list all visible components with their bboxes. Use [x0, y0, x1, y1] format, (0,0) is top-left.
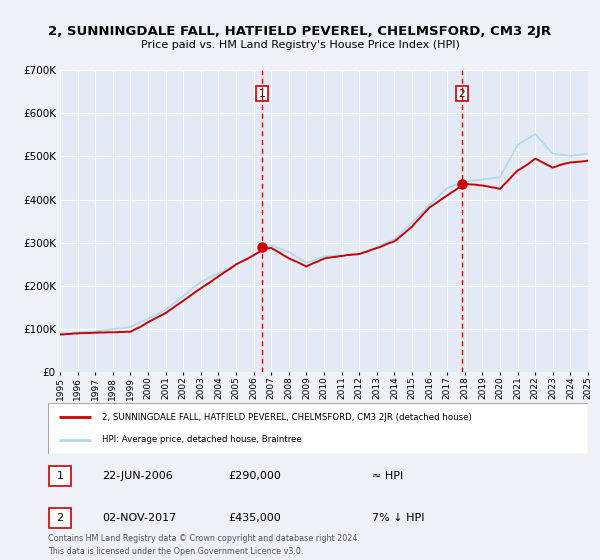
Text: 2, SUNNINGDALE FALL, HATFIELD PEVEREL, CHELMSFORD, CM3 2JR (detached house): 2, SUNNINGDALE FALL, HATFIELD PEVEREL, C…: [102, 413, 472, 422]
Text: 2: 2: [458, 88, 465, 99]
Text: £290,000: £290,000: [228, 471, 281, 481]
Text: ≈ HPI: ≈ HPI: [372, 471, 403, 481]
Text: This data is licensed under the Open Government Licence v3.0.: This data is licensed under the Open Gov…: [48, 547, 304, 556]
Text: 1: 1: [259, 88, 265, 99]
Text: 22-JUN-2006: 22-JUN-2006: [102, 471, 173, 481]
Text: 02-NOV-2017: 02-NOV-2017: [102, 513, 176, 523]
Text: 2: 2: [56, 513, 64, 523]
Text: HPI: Average price, detached house, Braintree: HPI: Average price, detached house, Brai…: [102, 436, 302, 445]
Text: 1: 1: [56, 471, 64, 481]
Text: Contains HM Land Registry data © Crown copyright and database right 2024.: Contains HM Land Registry data © Crown c…: [48, 534, 360, 543]
Text: 7% ↓ HPI: 7% ↓ HPI: [372, 513, 425, 523]
Text: 2, SUNNINGDALE FALL, HATFIELD PEVEREL, CHELMSFORD, CM3 2JR: 2, SUNNINGDALE FALL, HATFIELD PEVEREL, C…: [49, 25, 551, 38]
Text: Price paid vs. HM Land Registry's House Price Index (HPI): Price paid vs. HM Land Registry's House …: [140, 40, 460, 50]
Text: £435,000: £435,000: [228, 513, 281, 523]
